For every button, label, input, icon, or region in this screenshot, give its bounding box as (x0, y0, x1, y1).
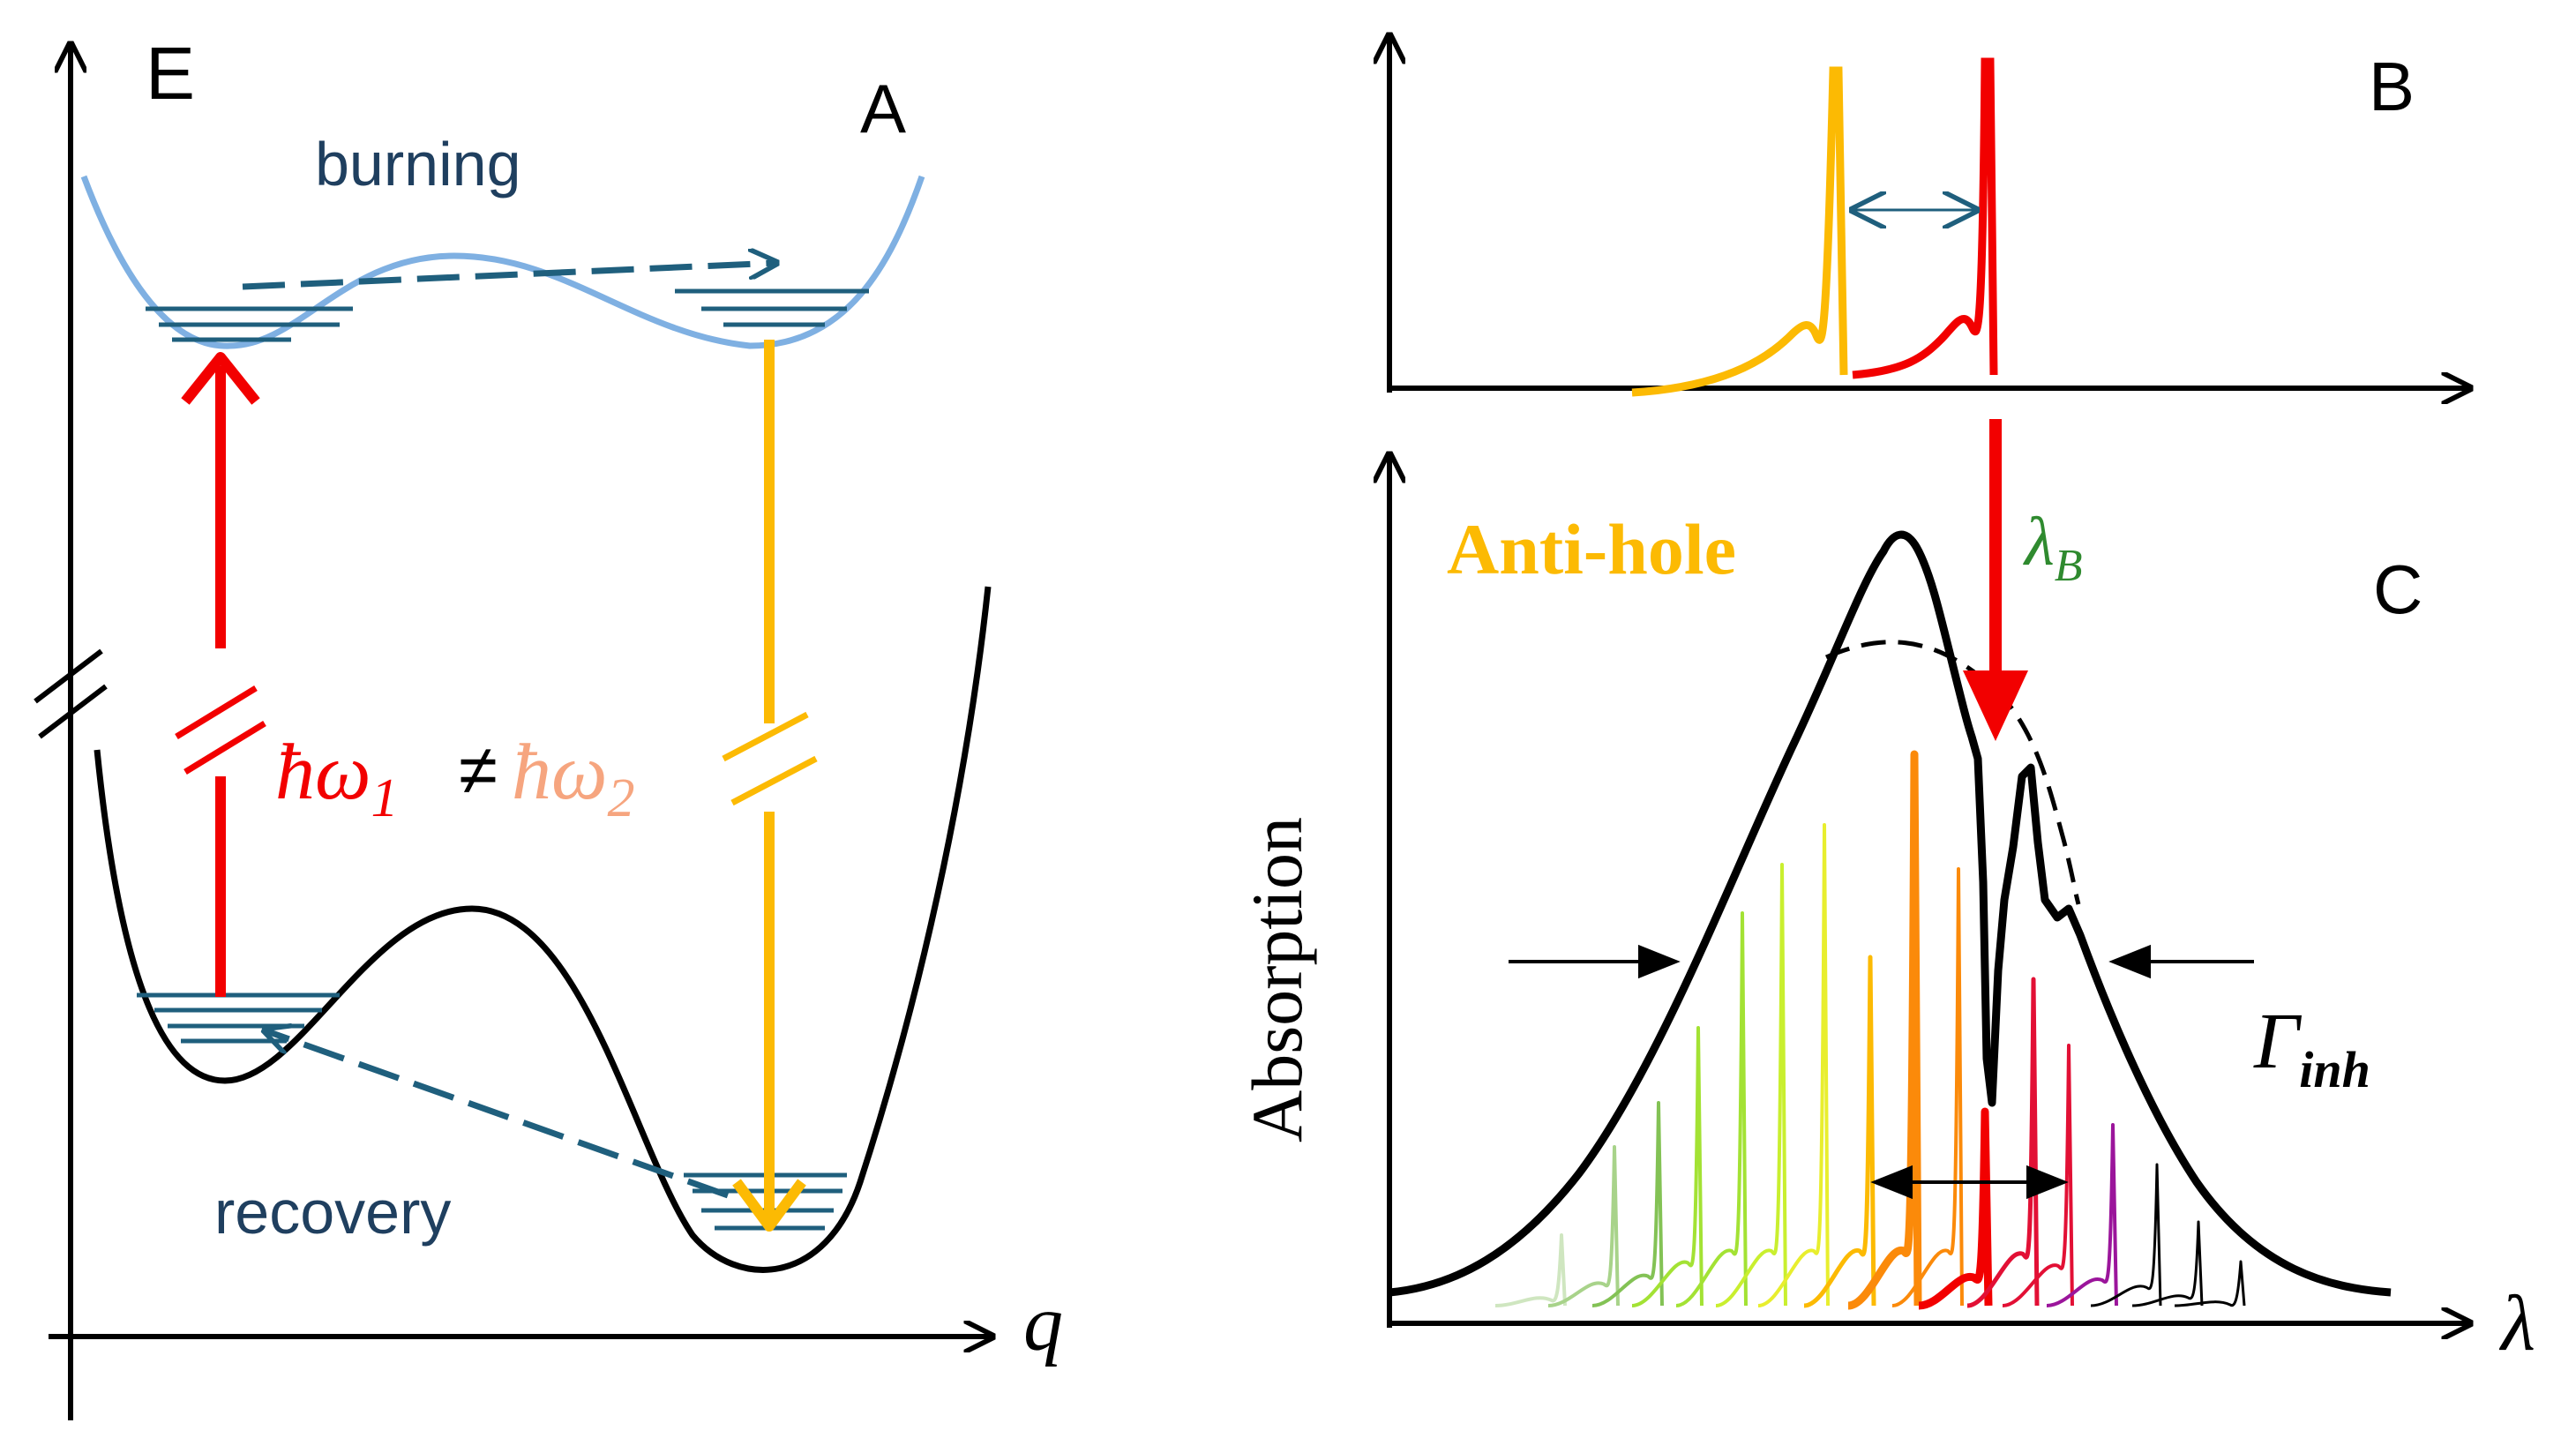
site-line-17 (2174, 1260, 2246, 1307)
site-line-11 (1918, 1107, 1993, 1310)
inhomogeneous-width-label: Γinh (2253, 998, 2370, 1098)
panel-a-letter: A (860, 70, 906, 147)
site-line-7 (1757, 823, 1830, 1307)
inhomogeneous-width-subscript: inh (2299, 1041, 2370, 1098)
panel-c: C Anti-hole λB Γinh Absorption λ (1237, 419, 2535, 1367)
anti-hole-label: Anti-hole (1447, 509, 1736, 589)
excited-left-levels (146, 306, 353, 342)
site-line-4 (1631, 1026, 1704, 1307)
absorption-axis-label: Absorption (1237, 817, 1317, 1142)
site-line-2 (1547, 1145, 1620, 1307)
burning-label: burning (315, 130, 521, 198)
site-line-9 (1847, 750, 1922, 1310)
absorption-spectrum-with-hole (1389, 530, 2392, 1297)
photon-energy-1-symbol: ħω (275, 729, 371, 816)
site-line-3 (1591, 1101, 1664, 1307)
energy-axis-label: E (146, 32, 195, 115)
absorption-break-mark (175, 685, 258, 739)
burning-arrow (242, 263, 776, 290)
inhomogeneous-width-symbol: Γ (2253, 998, 2303, 1085)
site-line-8 (1803, 955, 1876, 1308)
site-line-5 (1675, 911, 1748, 1307)
excited-right-levels (675, 288, 869, 327)
not-equal-sign: ≠ (459, 730, 498, 809)
photon-energy-1-subscript: 1 (371, 768, 399, 828)
recovery-label: recovery (214, 1178, 451, 1247)
site-line-1 (1494, 1233, 1567, 1307)
absorption-break-mark (183, 721, 266, 775)
emission-break-mark (730, 755, 818, 806)
burn-wavelength-subscript: B (2055, 541, 2083, 591)
panel-a: E A burning recovery q ħω1 ≠ ħω2 (34, 32, 1063, 1420)
photon-energy-2-subscript: 2 (608, 768, 635, 828)
panel-b-letter: B (2369, 48, 2415, 125)
recovery-arrow (265, 1030, 730, 1199)
wavelength-axis-label: λ (2498, 1280, 2535, 1367)
burn-wavelength-symbol: λ (2023, 503, 2055, 580)
absorption-arrowhead (181, 352, 260, 405)
panel-c-letter: C (2373, 550, 2422, 628)
burn-laser-arrowhead (1963, 670, 2028, 741)
inhomogeneous-envelope (1824, 640, 2081, 905)
burned-site-spectrum (1852, 57, 1998, 379)
emission-arrowhead (732, 1179, 806, 1232)
photon-energy-2-symbol: ħω (512, 729, 608, 816)
site-line-6 (1715, 863, 1787, 1307)
photon-energy-2: ħω2 (512, 729, 635, 828)
coordinate-axis-label: q (1023, 1280, 1063, 1367)
site-line-16 (2131, 1220, 2204, 1307)
axis-break-mark (38, 684, 108, 739)
burn-wavelength-label: λB (2023, 503, 2083, 591)
ground-state-potential (94, 586, 992, 1273)
site-line-10 (1891, 867, 1964, 1307)
site-line-12 (1966, 977, 2040, 1308)
ground-left-levels (137, 992, 340, 1044)
emission-break-mark (722, 711, 809, 762)
spectral-site-lines (1494, 750, 2246, 1310)
axis-break-mark (34, 648, 103, 704)
site-line-15 (2090, 1163, 2162, 1307)
photon-energy-1: ħω1 (275, 729, 399, 828)
panel-b: B (1389, 35, 2470, 393)
site-line-14 (2046, 1123, 2118, 1307)
antihole-emission-spectrum (1631, 66, 1848, 397)
excited-state-potential (80, 175, 925, 349)
